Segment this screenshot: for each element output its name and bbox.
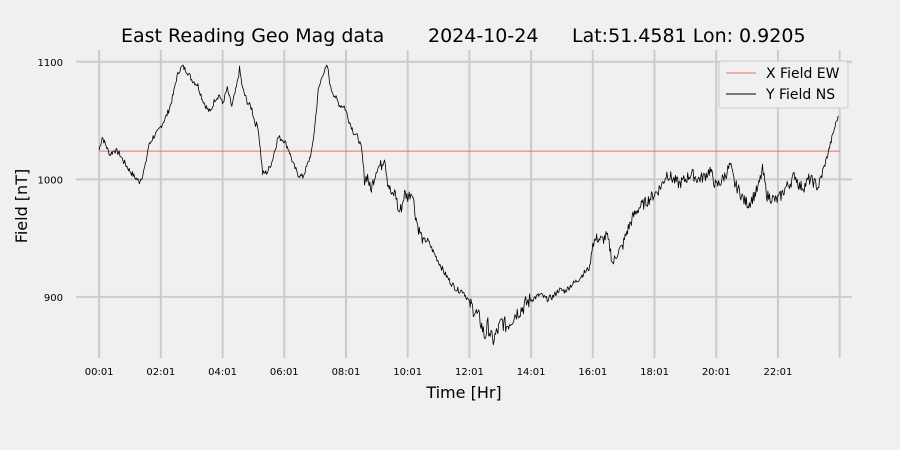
legend-label-x-field: X Field EW — [766, 66, 840, 82]
series-line-y-field-ns — [98, 64, 839, 346]
x-tick-label: 00:01 — [85, 367, 114, 378]
series-lines — [98, 64, 840, 346]
y-tick-label: 900 — [44, 293, 63, 304]
chart-title-name: East Reading Geo Mag data — [121, 25, 384, 47]
y-tick-label: 1000 — [38, 175, 63, 186]
x-tick-label: 04:01 — [208, 367, 237, 378]
x-tick-label: 14:01 — [517, 367, 546, 378]
chart-title-location: Lat:51.4581 Lon: 0.9205 — [572, 25, 806, 47]
x-tick-label: 22:01 — [764, 367, 793, 378]
legend-label-y-field: Y Field NS — [765, 87, 835, 103]
x-tick-label: 10:01 — [393, 367, 422, 378]
y-tick-label: 1100 — [38, 58, 63, 69]
legend: X Field EW Y Field NS — [718, 60, 849, 109]
x-tick-labels: 00:01 02:01 04:01 06:01 08:01 10:01 12:01 14:01… — [85, 367, 793, 378]
grid — [76, 50, 852, 358]
chart-title-date: 2024-10-24 — [428, 25, 538, 47]
y-axis-label: Field [nT] — [12, 169, 31, 243]
x-tick-label: 08:01 — [332, 367, 361, 378]
x-tick-label: 16:01 — [578, 367, 607, 378]
x-tick-label: 06:01 — [270, 367, 299, 378]
x-tick-label: 20:01 — [702, 367, 731, 378]
x-axis-label: Time [Hr] — [425, 383, 501, 402]
y-tick-labels: 900 1000 1100 — [38, 58, 63, 304]
x-tick-label: 02:01 — [146, 367, 175, 378]
x-tick-label: 18:01 — [640, 367, 669, 378]
x-tick-label: 12:01 — [455, 367, 484, 378]
